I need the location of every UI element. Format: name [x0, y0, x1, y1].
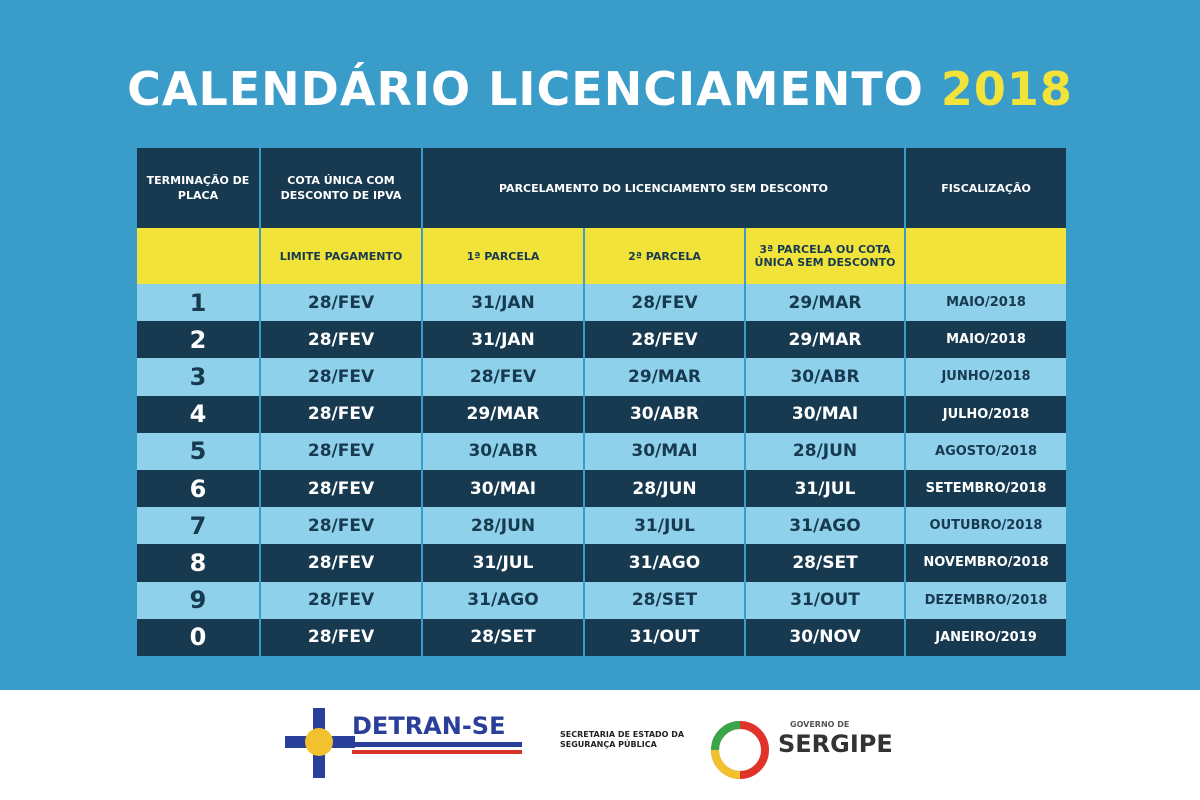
- table-cell: 28/FEV: [260, 581, 423, 619]
- secretaria: SECRETARIA DE ESTADO DA SEGURANÇA PÚBLIC…: [560, 730, 685, 749]
- table-row: 9 28/FEV 31/AGO 28/SET 31/OUT DEZEMBRO/2018: [137, 581, 1067, 619]
- table-cell: 28/FEV: [584, 284, 746, 322]
- plate-ending: 3: [137, 358, 261, 396]
- table-cell: AGOSTO/2018: [905, 432, 1067, 470]
- table-cell: 28/FEV: [422, 358, 585, 396]
- sergipe-icon: [711, 721, 769, 779]
- table-cell: 31/AGO: [584, 544, 746, 582]
- table-cell: 28/JUN: [745, 432, 907, 470]
- header-cell: PARCELAMENTO DO LICENCIAMENTO SEM DESCON…: [422, 148, 907, 228]
- table-row: 0 28/FEV 28/SET 31/OUT 30/NOV JANEIRO/2019: [137, 618, 1067, 656]
- subheader-cell: 3ª PARCELA OU COTA ÚNICA SEM DESCONTO: [745, 228, 907, 284]
- table-cell: 29/MAR: [584, 358, 746, 396]
- table-cell: 28/FEV: [260, 284, 423, 322]
- table-cell: 28/SET: [745, 544, 907, 582]
- subheader-cell: [905, 228, 1067, 284]
- table-cell: NOVEMBRO/2018: [905, 544, 1067, 582]
- table-cell: 28/SET: [422, 618, 585, 656]
- detran-bar-red: [352, 750, 522, 754]
- table-row: 2 28/FEV 31/JAN 28/FEV 29/MAR MAIO/2018: [137, 321, 1067, 359]
- table-cell: JULHO/2018: [905, 395, 1067, 433]
- header-cell: FISCALIZAÇÃO: [905, 148, 1067, 228]
- table-cell: 31/JAN: [422, 321, 585, 359]
- table-cell: 31/JUL: [422, 544, 585, 582]
- header-cell: TERMINAÇÃO DE PLACA: [137, 148, 261, 228]
- table-cell: 28/FEV: [260, 432, 423, 470]
- banner: CALENDÁRIO LICENCIAMENTO 2018 TERMINAÇÃO…: [0, 0, 1200, 690]
- table-cell: 29/MAR: [745, 321, 907, 359]
- subheader-cell: 1ª PARCELA: [422, 228, 585, 284]
- table-cell: 28/FEV: [260, 507, 423, 545]
- table-cell: 28/FEV: [260, 618, 423, 656]
- title: CALENDÁRIO LICENCIAMENTO 2018: [0, 62, 1200, 116]
- table-cell: DEZEMBRO/2018: [905, 581, 1067, 619]
- table-cell: 31/AGO: [745, 507, 907, 545]
- table-cell: 30/ABR: [745, 358, 907, 396]
- table-row: 4 28/FEV 29/MAR 30/ABR 30/MAI JULHO/2018: [137, 395, 1067, 433]
- title-text: CALENDÁRIO LICENCIAMENTO: [127, 62, 924, 116]
- table-cell: 31/JUL: [745, 469, 907, 508]
- plate-ending: 2: [137, 321, 261, 359]
- table-cell: JANEIRO/2019: [905, 618, 1067, 656]
- table-cell: MAIO/2018: [905, 321, 1067, 359]
- plate-ending: 7: [137, 507, 261, 545]
- table-row: 5 28/FEV 30/ABR 30/MAI 28/JUN AGOSTO/2018: [137, 432, 1067, 470]
- table-cell: OUTUBRO/2018: [905, 507, 1067, 545]
- table-cell: 31/JUL: [584, 507, 746, 545]
- subheader-row: LIMITE PAGAMENTO 1ª PARCELA 2ª PARCELA 3ª P…: [137, 228, 1067, 284]
- table-row: 7 28/FEV 28/JUN 31/JUL 31/AGO OUTUBRO/2018: [137, 507, 1067, 545]
- table-cell: 29/MAR: [422, 395, 585, 433]
- table-cell: 29/MAR: [745, 284, 907, 322]
- subheader-cell: LIMITE PAGAMENTO: [260, 228, 423, 284]
- detran-icon: [285, 708, 355, 778]
- governo: GOVERNO DE: [790, 720, 850, 729]
- table-cell: 28/FEV: [260, 321, 423, 359]
- plate-ending: 9: [137, 581, 261, 619]
- plate-ending: 6: [137, 469, 261, 508]
- table-row: 1 28/FEV 31/JAN 28/FEV 29/MAR MAIO/2018: [137, 284, 1067, 322]
- footer: DETRAN-SE SECRETARIA DE ESTADO DA SEGURA…: [0, 690, 1200, 800]
- table-cell: 30/ABR: [584, 395, 746, 433]
- table-row: 3 28/FEV 28/FEV 29/MAR 30/ABR JUNHO/2018: [137, 358, 1067, 396]
- detran-bar: [352, 742, 522, 747]
- detran-name: DETRAN-SE: [352, 712, 506, 740]
- table-cell: 30/MAI: [584, 432, 746, 470]
- table-cell: 28/FEV: [260, 358, 423, 396]
- table-cell: 31/OUT: [584, 618, 746, 656]
- plate-ending: 8: [137, 544, 261, 582]
- plate-ending: 1: [137, 284, 261, 322]
- table-cell: MAIO/2018: [905, 284, 1067, 322]
- subheader-cell: 2ª PARCELA: [584, 228, 746, 284]
- table-cell: 28/FEV: [260, 544, 423, 582]
- table-cell: 30/NOV: [745, 618, 907, 656]
- table-cell: 31/JAN: [422, 284, 585, 322]
- calendar-table: TERMINAÇÃO DE PLACA COTA ÚNICA COM DESCON…: [137, 148, 1067, 656]
- table-cell: JUNHO/2018: [905, 358, 1067, 396]
- subheader-cell: [137, 228, 261, 284]
- table-cell: 28/SET: [584, 581, 746, 619]
- table-cell: 31/OUT: [745, 581, 907, 619]
- table-cell: SETEMBRO/2018: [905, 469, 1067, 508]
- table-cell: 28/FEV: [260, 469, 423, 508]
- table-cell: 31/AGO: [422, 581, 585, 619]
- plate-ending: 0: [137, 618, 261, 656]
- title-year: 2018: [940, 62, 1073, 116]
- table-row: 8 28/FEV 31/JUL 31/AGO 28/SET NOVEMBRO/2018: [137, 544, 1067, 582]
- table-cell: 30/MAI: [422, 469, 585, 508]
- table-cell: 30/ABR: [422, 432, 585, 470]
- plate-ending: 4: [137, 395, 261, 433]
- table-cell: 28/JUN: [422, 507, 585, 545]
- sergipe: SERGIPE: [778, 730, 893, 758]
- table-cell: 28/FEV: [584, 321, 746, 359]
- table-cell: 28/JUN: [584, 469, 746, 508]
- header-cell: COTA ÚNICA COM DESCONTO DE IPVA: [260, 148, 423, 228]
- header-row: TERMINAÇÃO DE PLACA COTA ÚNICA COM DESCON…: [137, 148, 1067, 228]
- table-cell: 28/FEV: [260, 395, 423, 433]
- table-cell: 30/MAI: [745, 395, 907, 433]
- plate-ending: 5: [137, 432, 261, 470]
- table-row: 6 28/FEV 30/MAI 28/JUN 31/JUL SETEMBRO/2018: [137, 469, 1067, 508]
